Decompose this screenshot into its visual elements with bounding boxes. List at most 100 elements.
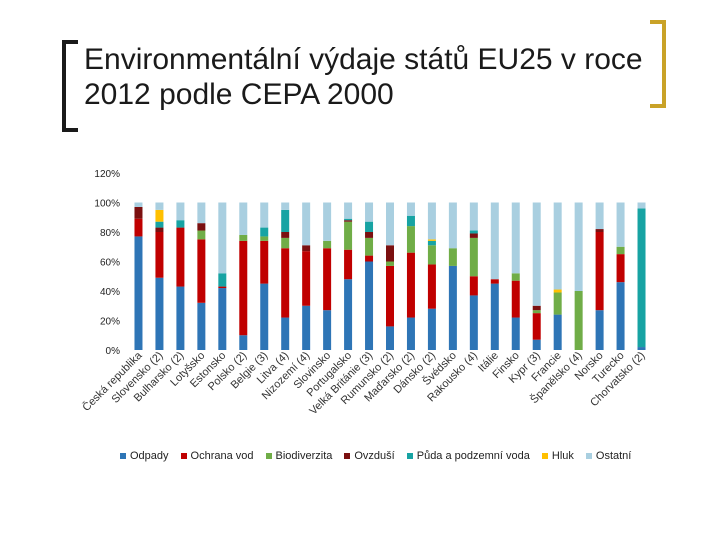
bar-segment <box>386 261 394 266</box>
bar-segment <box>427 202 436 240</box>
bar-segment <box>490 202 499 280</box>
bar-segment <box>218 273 227 287</box>
bar-segment <box>302 202 311 246</box>
bar-segment <box>302 245 311 252</box>
bar-segment <box>197 223 206 231</box>
bar-segment <box>155 232 164 278</box>
bar-segment <box>365 255 374 262</box>
bar-segment <box>344 218 353 221</box>
legend-label: Ochrana vod <box>190 450 254 462</box>
y-tick-label: 40% <box>100 287 120 298</box>
bar-segment <box>260 227 269 237</box>
bar-segment <box>344 221 353 250</box>
right-bracket-decoration <box>650 20 666 108</box>
bar-segment <box>427 308 436 350</box>
bar-segment <box>281 237 290 249</box>
bar-segment <box>344 279 353 350</box>
bar-segment <box>532 310 541 314</box>
bar-segment <box>176 227 185 287</box>
bar-segment <box>406 202 415 216</box>
y-tick-label: 80% <box>100 228 120 239</box>
bar-segment <box>595 232 604 311</box>
bar-segment <box>155 227 164 232</box>
bar-segment <box>344 220 353 222</box>
legend-label: Ovzduší <box>354 450 395 462</box>
legend-swatch <box>541 453 548 459</box>
legend-swatch <box>120 453 126 459</box>
bar-segment <box>197 239 206 303</box>
bar-segment <box>469 202 478 231</box>
bar-segment <box>155 221 164 228</box>
legend-item: Půda a podzemní voda <box>406 450 530 462</box>
bar-segment <box>344 249 353 280</box>
bar-segment <box>134 202 143 207</box>
bar-segment <box>427 240 436 246</box>
y-tick-label: 20% <box>100 317 120 328</box>
bar-segment <box>406 215 415 227</box>
bar-segment <box>344 202 353 219</box>
bar-segment <box>155 202 164 210</box>
bar-segment <box>134 218 143 237</box>
legend-item: Ochrana vod <box>180 450 254 462</box>
legend-label: Půda a podzemní voda <box>416 450 530 462</box>
legend-item: Biodiverzita <box>265 450 332 462</box>
legend-swatch <box>180 453 187 459</box>
bar-segment <box>239 240 248 336</box>
bar-segment <box>365 237 374 256</box>
bar-segment <box>134 206 143 219</box>
bar-segment <box>448 265 457 350</box>
bar-segment <box>323 248 332 311</box>
bar-segment <box>323 202 332 241</box>
legend-item: Hluk <box>541 450 574 462</box>
bar-segment <box>218 286 227 289</box>
bar-segment <box>595 229 604 232</box>
bar-segment <box>616 246 625 255</box>
bar-segment <box>386 245 394 262</box>
bar-segment <box>197 202 206 224</box>
legend-swatch <box>344 453 351 459</box>
bar-segment <box>365 232 374 238</box>
bar-segment <box>469 276 478 296</box>
bar-segment <box>511 202 520 274</box>
bar-segment <box>637 208 646 348</box>
bar-segment <box>365 221 374 232</box>
bar-segment <box>281 202 290 210</box>
bar-segment <box>511 273 520 281</box>
bar-segment <box>574 202 583 291</box>
bar-segment <box>511 280 520 318</box>
bar-segment <box>281 248 290 318</box>
bar-segment <box>155 209 164 222</box>
bar-segment <box>553 289 562 293</box>
slide-title: Environmentální výdaje států EU25 v roce… <box>84 43 643 111</box>
bar-segment <box>260 236 269 241</box>
bar-segment <box>490 283 499 350</box>
bar-segment <box>427 264 436 309</box>
legend-label: Hluk <box>551 450 574 462</box>
legend-label: Odpady <box>130 450 169 462</box>
bar-segment <box>574 291 583 350</box>
bar-segment <box>176 286 185 350</box>
bar-segment <box>302 251 311 306</box>
bar-segment <box>469 230 478 234</box>
chart-legend: Odpady Ochrana vod Biodiverzita Ovzduší Půda… <box>120 450 631 462</box>
bar-segment <box>616 254 625 283</box>
bar-segment <box>218 288 227 350</box>
bar-segment <box>595 310 604 350</box>
bar-segment <box>323 310 332 350</box>
bar-segment <box>197 302 206 350</box>
y-tick-label: 100% <box>94 199 120 210</box>
bar-segment <box>386 265 394 327</box>
bar-segment <box>281 232 290 238</box>
bar-segment <box>134 236 143 350</box>
bar-segment <box>532 305 541 311</box>
bar-segment <box>260 202 269 228</box>
bar-segment <box>281 209 290 232</box>
y-tick-label: 60% <box>100 258 120 269</box>
bar-segment <box>448 202 457 249</box>
bar-segment <box>637 347 646 350</box>
bar-segment <box>386 326 394 350</box>
bar-segment <box>281 317 290 350</box>
bar-segment <box>365 261 374 350</box>
bar-segment <box>637 202 646 209</box>
left-bracket-decoration <box>62 40 78 132</box>
